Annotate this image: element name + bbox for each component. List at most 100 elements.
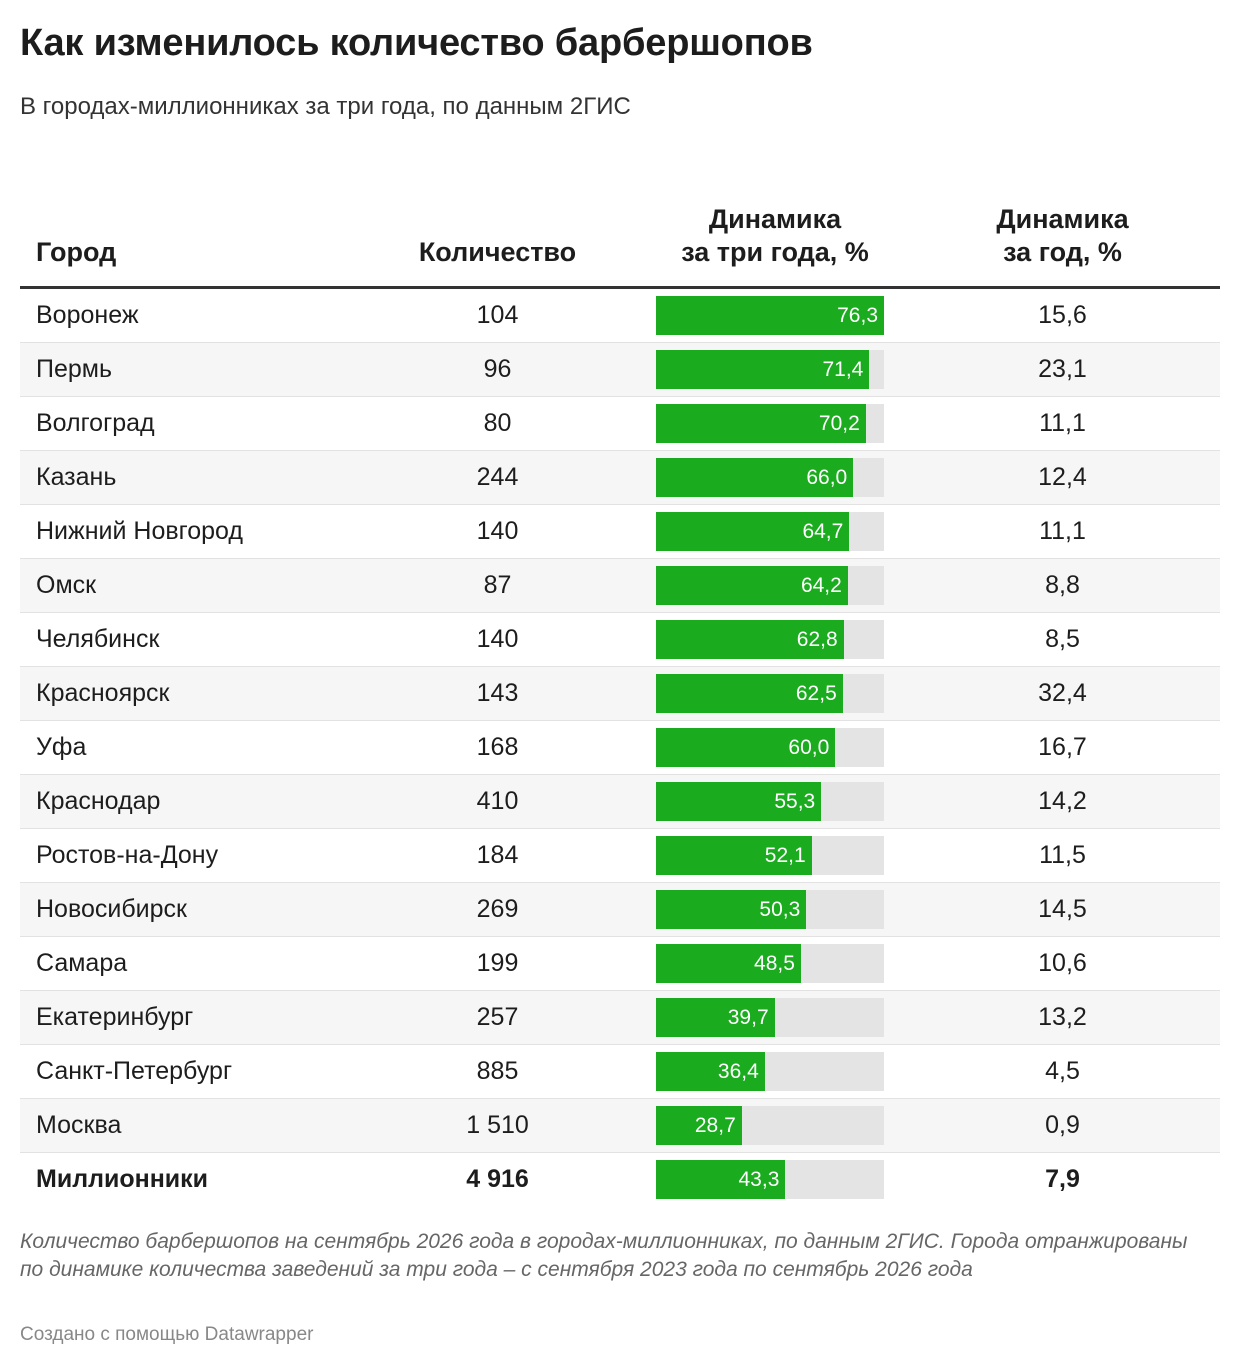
credit-link[interactable]: Создано с помощью Datawrapper — [20, 1324, 314, 1345]
cell-city: Красноярск — [20, 666, 350, 721]
bar-value-label: 55,3 — [774, 790, 816, 813]
cell-city: Москва — [20, 1098, 350, 1153]
cell-year: 14,5 — [905, 882, 1220, 937]
cell-city: Краснодар — [20, 774, 350, 829]
bar-value-label: 70,2 — [818, 412, 860, 435]
cell-city: Миллионники — [20, 1152, 350, 1206]
cell-three-year: 64,2 — [645, 558, 905, 613]
cell-three-year: 36,4 — [645, 1044, 905, 1099]
cell-three-year: 43,3 — [645, 1152, 905, 1206]
cell-city: Санкт-Петербург — [20, 1044, 350, 1099]
column-header-three-year[interactable]: Динамика за три года, % — [645, 172, 905, 289]
cell-year: 13,2 — [905, 990, 1220, 1045]
bar: 36,4 — [656, 1052, 765, 1091]
table-row: Санкт-Петербург 885 36,4 4,5 — [20, 1044, 1220, 1099]
bar: 48,5 — [656, 944, 801, 983]
cell-three-year: 55,3 — [645, 774, 905, 829]
cell-three-year: 76,3 — [645, 287, 905, 343]
bar-track: 28,7 — [656, 1106, 884, 1145]
bar-track: 76,3 — [656, 296, 884, 335]
bar-value-label: 71,4 — [822, 358, 864, 381]
table-row: Краснодар 410 55,3 14,2 — [20, 774, 1220, 829]
cell-city: Самара — [20, 936, 350, 991]
bar-value-label: 64,7 — [802, 520, 844, 543]
cell-count: 199 — [350, 936, 645, 991]
cell-city: Воронеж — [20, 287, 350, 343]
bar-track: 55,3 — [656, 782, 884, 821]
column-header-year-line1: Динамика — [996, 204, 1129, 235]
chart-subtitle: В городах-миллионниках за три года, по д… — [20, 93, 631, 120]
bar-track: 39,7 — [656, 998, 884, 1037]
table-body: Воронеж 104 76,3 15,6 Пермь 96 71,4 23,1 Волгогр… — [20, 287, 1220, 1206]
bar-value-label: 36,4 — [717, 1060, 759, 1083]
cell-year: 11,1 — [905, 396, 1220, 451]
data-table: Город Количество Динамика за три года, % … — [20, 172, 1220, 1206]
bar: 55,3 — [656, 782, 822, 821]
cell-count: 244 — [350, 450, 645, 505]
bar: 52,1 — [656, 836, 812, 875]
cell-three-year: 70,2 — [645, 396, 905, 451]
bar: 64,2 — [656, 566, 848, 605]
cell-city: Казань — [20, 450, 350, 505]
bar: 70,2 — [656, 404, 866, 443]
table-row: Казань 244 66,0 12,4 — [20, 450, 1220, 505]
bar-value-label: 52,1 — [764, 844, 806, 867]
cell-three-year: 52,1 — [645, 828, 905, 883]
table-row: Москва 1 510 28,7 0,9 — [20, 1098, 1220, 1153]
bar: 39,7 — [656, 998, 775, 1037]
table-row-total: Миллионники 4 916 43,3 7,9 — [20, 1152, 1220, 1206]
footnote: Количество барбершопов на сентябрь 2026 … — [20, 1230, 1188, 1281]
cell-three-year: 71,4 — [645, 342, 905, 397]
cell-count: 96 — [350, 342, 645, 397]
table-row: Омск 87 64,2 8,8 — [20, 558, 1220, 613]
cell-year: 11,5 — [905, 828, 1220, 883]
cell-count: 184 — [350, 828, 645, 883]
bar-value-label: 62,8 — [796, 628, 838, 651]
cell-count: 1 510 — [350, 1098, 645, 1153]
cell-year: 16,7 — [905, 720, 1220, 775]
column-header-city[interactable]: Город — [20, 172, 350, 289]
bar: 43,3 — [656, 1160, 786, 1199]
cell-three-year: 62,8 — [645, 612, 905, 667]
cell-three-year: 48,5 — [645, 936, 905, 991]
cell-count: 257 — [350, 990, 645, 1045]
column-header-three-year-line2: за три года, % — [681, 236, 869, 267]
bar-value-label: 64,2 — [800, 574, 842, 597]
bar-value-label: 66,0 — [806, 466, 848, 489]
cell-city: Волгоград — [20, 396, 350, 451]
cell-count: 168 — [350, 720, 645, 775]
bar-value-label: 76,3 — [837, 304, 878, 327]
bar-track: 64,7 — [656, 512, 884, 551]
cell-year: 11,1 — [905, 504, 1220, 559]
bar-track: 62,8 — [656, 620, 884, 659]
bar-value-label: 48,5 — [754, 952, 795, 975]
bar-value-label: 50,3 — [759, 898, 801, 921]
header-row: Город Количество Динамика за три года, % … — [20, 172, 1220, 289]
column-header-three-year-line1: Динамика — [708, 204, 842, 235]
column-header-count[interactable]: Количество — [350, 172, 645, 289]
column-header-year[interactable]: Динамика за год, % — [905, 172, 1220, 289]
bar-track: 50,3 — [656, 890, 884, 929]
cell-city: Пермь — [20, 342, 350, 397]
bar-track: 71,4 — [656, 350, 884, 389]
cell-count: 104 — [350, 287, 645, 343]
bar-value-label: 60,0 — [788, 736, 830, 759]
cell-count: 140 — [350, 612, 645, 667]
cell-year: 8,8 — [905, 558, 1220, 613]
table-row: Нижний Новгород 140 64,7 11,1 — [20, 504, 1220, 559]
bar: 62,8 — [656, 620, 844, 659]
cell-three-year: 60,0 — [645, 720, 905, 775]
bar: 60,0 — [656, 728, 836, 767]
cell-year: 14,2 — [905, 774, 1220, 829]
cell-three-year: 39,7 — [645, 990, 905, 1045]
column-header-year-line2: за год, % — [1003, 236, 1122, 267]
cell-three-year: 64,7 — [645, 504, 905, 559]
bar-track: 66,0 — [656, 458, 884, 497]
bar-track: 70,2 — [656, 404, 884, 443]
cell-count: 885 — [350, 1044, 645, 1099]
bar-value-label: 43,3 — [738, 1168, 780, 1191]
bar: 64,7 — [656, 512, 850, 551]
bar-track: 60,0 — [656, 728, 884, 767]
cell-year: 10,6 — [905, 936, 1220, 991]
